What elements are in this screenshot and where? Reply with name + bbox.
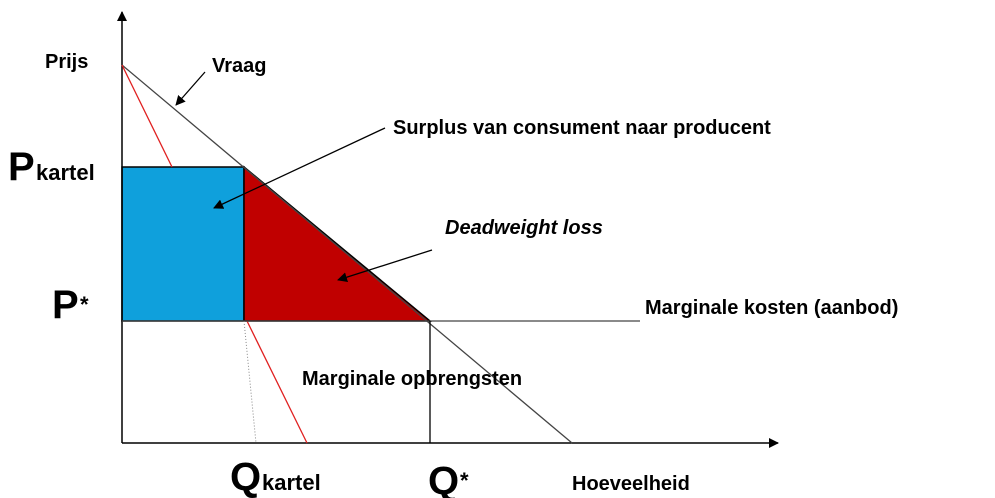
y-label: Prijs <box>45 51 88 73</box>
p-star-symbol: P <box>52 283 79 327</box>
q-kartel-line <box>243 320 257 444</box>
arrow <box>337 249 433 283</box>
mr-line <box>246 320 308 444</box>
x-label: Hoeveelheid <box>572 473 690 495</box>
surplus-label: Surplus van consument naar producent <box>393 117 771 139</box>
p-kartel-sub: kartel <box>36 160 95 185</box>
mr-line <box>121 64 173 168</box>
demand-label: Vraag <box>212 55 266 77</box>
p-kartel-symbol: P <box>8 145 35 189</box>
arrow <box>213 127 386 209</box>
mc-label: Marginale kosten (aanbod) <box>645 297 898 319</box>
q-star-symbol: Q <box>428 459 459 498</box>
mr-label: Marginale opbrengsten <box>302 368 522 390</box>
demand-line <box>121 64 573 444</box>
surplus-area <box>121 166 245 322</box>
p-star-sub: * <box>80 292 89 317</box>
deadweight-label: Deadweight loss <box>445 217 603 239</box>
arrow <box>175 71 206 106</box>
q-kartel-symbol: Q <box>230 455 261 498</box>
q-kartel-sub: kartel <box>262 470 321 495</box>
q-star-sub: * <box>460 468 469 493</box>
